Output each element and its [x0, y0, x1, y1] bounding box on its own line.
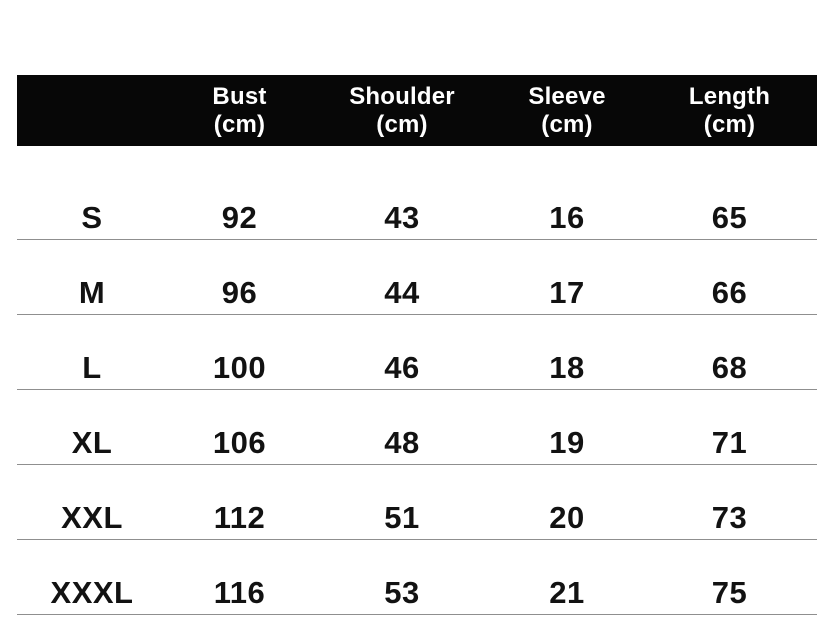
bust-cell: 100 [212, 350, 267, 385]
shoulder-cell: 43 [384, 200, 420, 235]
bust-cell: 116 [213, 575, 266, 610]
size-cell: XXXL [50, 575, 134, 610]
shoulder-cell: 51 [384, 500, 420, 535]
bust-cell: 112 [213, 500, 266, 535]
shoulder-cell: 48 [384, 425, 420, 460]
length-cell: 75 [711, 575, 748, 610]
size-cell: L [82, 350, 102, 385]
sleeve-cell: 16 [549, 200, 585, 235]
length-cell: 71 [711, 425, 748, 460]
header-length-label: Length [688, 82, 771, 110]
header-shoulder-cell: Shoulder (cm) [312, 75, 492, 146]
header-length-cell: Length (cm) [642, 75, 817, 146]
bust-cell: 96 [221, 275, 258, 310]
bust-cell: 106 [212, 425, 267, 460]
table-body: S 92 43 16 65 M 96 44 17 66 L 100 46 18 … [17, 165, 817, 615]
header-sleeve-label: Sleeve [528, 82, 606, 110]
sleeve-cell: 19 [549, 425, 585, 460]
header-sleeve-cell: Sleeve (cm) [492, 75, 642, 146]
header-shoulder-unit: (cm) [376, 110, 428, 138]
shoulder-cell: 53 [384, 575, 420, 610]
header-size-cell [17, 75, 167, 146]
header-bust-label: Bust [212, 82, 267, 110]
table-row-l: L 100 46 18 68 [17, 315, 817, 390]
sleeve-cell: 21 [549, 575, 585, 610]
header-shoulder-label: Shoulder [349, 82, 455, 110]
sleeve-cell: 17 [549, 275, 585, 310]
length-cell: 66 [711, 275, 748, 310]
size-cell: XL [71, 425, 113, 460]
table-row-xxxl: XXXL 116 53 21 75 [17, 540, 817, 615]
size-cell: S [81, 200, 103, 235]
table-header-row: Bust (cm) Shoulder (cm) Sleeve (cm) Leng… [17, 75, 817, 146]
size-cell: XXL [61, 500, 123, 535]
length-cell: 68 [711, 350, 748, 385]
header-bust-unit: (cm) [213, 110, 266, 138]
bust-cell: 92 [221, 200, 258, 235]
sleeve-cell: 20 [549, 500, 585, 535]
table-row-xxl: XXL 112 51 20 73 [17, 465, 817, 540]
header-sleeve-unit: (cm) [541, 110, 593, 138]
table-row-xl: XL 106 48 19 71 [17, 390, 817, 465]
header-bust-cell: Bust (cm) [167, 75, 312, 146]
length-cell: 73 [711, 500, 748, 535]
length-cell: 65 [711, 200, 748, 235]
size-chart-table: Bust (cm) Shoulder (cm) Sleeve (cm) Leng… [17, 75, 817, 615]
sleeve-cell: 18 [549, 350, 585, 385]
size-cell: M [78, 275, 106, 310]
shoulder-cell: 44 [384, 275, 420, 310]
table-row-s: S 92 43 16 65 [17, 165, 817, 240]
shoulder-cell: 46 [384, 350, 420, 385]
table-row-m: M 96 44 17 66 [17, 240, 817, 315]
header-length-unit: (cm) [703, 110, 756, 138]
